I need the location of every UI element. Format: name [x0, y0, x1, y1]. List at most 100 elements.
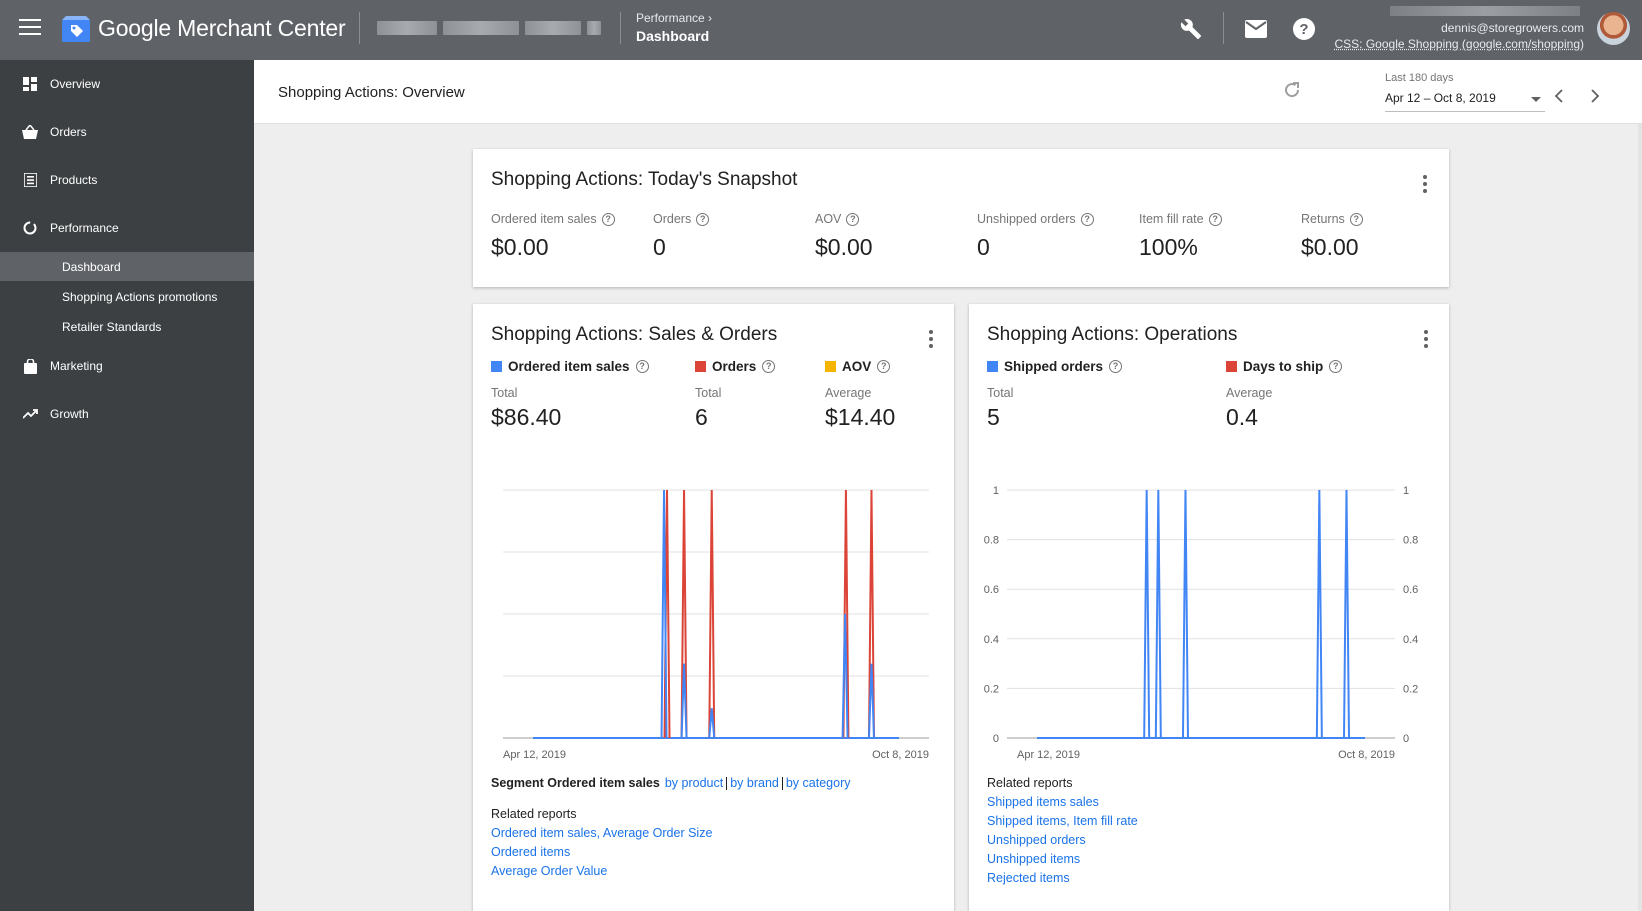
stat-value: 0.4 — [1226, 404, 1258, 430]
x-tick-label: Oct 8, 2019 — [1338, 749, 1395, 761]
sidebar-item-label: Products — [50, 173, 98, 187]
sidebar-item-overview[interactable]: Overview — [0, 64, 254, 104]
x-tick-label: Apr 12, 2019 — [503, 749, 566, 761]
user-email: dennis@storegrowers.com — [1441, 21, 1584, 35]
date-range-value: Apr 12 – Oct 8, 2019 — [1385, 91, 1496, 105]
legend-ordered-item-sales[interactable]: Ordered item sales ? — [491, 359, 649, 374]
sidebar-item-marketing[interactable]: Marketing — [0, 346, 254, 386]
help-icon[interactable]: ? — [601, 212, 615, 226]
date-range-select[interactable]: Apr 12 – Oct 8, 2019 — [1385, 88, 1545, 112]
breadcrumb-parent[interactable]: Performance › — [636, 11, 713, 25]
sales-orders-title: Shopping Actions: Sales & Orders — [491, 324, 778, 345]
previous-period-icon[interactable] — [1550, 86, 1570, 106]
help-icon[interactable]: ? — [1291, 16, 1317, 42]
legend-swatch — [987, 361, 998, 372]
help-icon[interactable]: ? — [1109, 360, 1123, 373]
series-spike-ordered-item-sales — [708, 708, 716, 739]
help-icon[interactable]: ? — [762, 360, 776, 373]
legend-swatch — [695, 361, 706, 372]
y-tick-label-left: 0 — [993, 733, 999, 745]
more-options-icon[interactable] — [1419, 175, 1431, 195]
more-options-icon[interactable] — [1420, 330, 1432, 350]
stat-aov-average: Average $14.40 — [825, 386, 895, 431]
css-link[interactable]: CSS: Google Shopping (google.com/shoppin… — [1334, 37, 1585, 51]
related-report-link[interactable]: Shipped items sales — [987, 795, 1099, 809]
y-tick-label-right: 0 — [1403, 733, 1409, 745]
sidebar-item-performance[interactable]: Performance — [0, 208, 254, 248]
y-tick-label-left: 1 — [993, 485, 999, 497]
sidebar-item-orders[interactable]: Orders — [0, 112, 254, 152]
help-icon[interactable]: ? — [1080, 212, 1094, 226]
sidebar-item-label: Performance — [50, 221, 119, 235]
sidebar-subitem-retailer-standards[interactable]: Retailer Standards — [0, 312, 254, 341]
divider — [359, 12, 360, 44]
sidebar-item-growth[interactable]: Growth — [0, 394, 254, 434]
bag-icon — [22, 358, 38, 374]
segment-by-product-link[interactable]: by product — [664, 776, 724, 790]
related-report-link[interactable]: Shipped items, Item fill rate — [987, 814, 1138, 828]
help-icon[interactable]: ? — [1329, 360, 1343, 373]
metric-aov: AOV? $0.00 — [815, 212, 873, 261]
stat-label: Total — [491, 386, 518, 400]
related-report-link[interactable]: Ordered items — [491, 845, 571, 859]
chevron-down-icon — [1531, 97, 1541, 102]
help-icon[interactable]: ? — [1208, 212, 1222, 226]
segment-row: Segment Ordered item sales by product by… — [491, 776, 850, 790]
metric-label: AOV — [815, 212, 842, 226]
y-tick-label-left: 0.2 — [984, 683, 999, 695]
related-report-link[interactable]: Ordered item sales, Average Order Size — [491, 826, 713, 840]
related-report-link[interactable]: Average Order Value — [491, 864, 608, 878]
series-spike-ordered-item-sales — [680, 663, 688, 739]
menu-icon[interactable] — [19, 19, 41, 37]
legend-swatch — [1226, 361, 1237, 372]
related-report-link[interactable]: Unshipped items — [987, 852, 1081, 866]
y-tick-label-right: 0.2 — [1403, 683, 1418, 695]
segment-by-category-link[interactable]: by category — [785, 776, 851, 790]
snapshot-card: Shopping Actions: Today's Snapshot Order… — [473, 149, 1449, 287]
refresh-icon[interactable] — [1282, 80, 1306, 104]
metric-value: $0.00 — [1301, 234, 1359, 260]
avatar[interactable] — [1597, 12, 1630, 45]
legend-shipped-orders[interactable]: Shipped orders ? — [987, 359, 1123, 374]
legend-swatch — [491, 361, 502, 372]
stat-orders-total: Total 6 — [695, 386, 721, 431]
more-options-icon[interactable] — [925, 330, 937, 350]
legend-label: Shipped orders — [1004, 359, 1104, 374]
stat-value: 6 — [695, 404, 708, 430]
legend-orders[interactable]: Orders ? — [695, 359, 776, 374]
sidebar-item-products[interactable]: Products — [0, 160, 254, 200]
metric-value: 0 — [653, 234, 666, 260]
series-spike-orders — [708, 489, 716, 739]
related-report-link[interactable]: Rejected items — [987, 871, 1070, 885]
segment-by-brand-link[interactable]: by brand — [730, 776, 779, 790]
legend-label: Orders — [712, 359, 757, 374]
legend-days-to-ship[interactable]: Days to ship ? — [1226, 359, 1343, 374]
help-icon[interactable]: ? — [877, 360, 891, 373]
help-icon[interactable]: ? — [1349, 212, 1363, 226]
sidebar-subitem-shopping-actions-promotions[interactable]: Shopping Actions promotions — [0, 282, 254, 311]
legend-label: AOV — [842, 359, 872, 374]
stat-value: $86.40 — [491, 404, 562, 430]
scrollbar[interactable] — [1638, 124, 1642, 911]
next-period-icon[interactable] — [1584, 86, 1604, 106]
wrench-icon[interactable] — [1178, 16, 1204, 42]
sidebar-subitem-dashboard[interactable]: Dashboard — [0, 252, 254, 281]
stat-value: 5 — [987, 404, 1000, 430]
series-spike-ordered-item-sales — [841, 613, 849, 739]
help-icon[interactable]: ? — [635, 360, 649, 373]
user-name-redacted — [1390, 6, 1580, 16]
series-spike-ordered-item-sales — [660, 489, 668, 739]
stat-label: Total — [987, 386, 1014, 400]
legend-aov[interactable]: AOV ? — [825, 359, 891, 374]
help-icon[interactable]: ? — [846, 212, 860, 226]
metric-item-fill-rate: Item fill rate? 100% — [1139, 212, 1222, 261]
legend-swatch — [825, 361, 836, 372]
related-report-link[interactable]: Unshipped orders — [987, 833, 1086, 847]
sidebar-item-label: Marketing — [50, 359, 103, 373]
snapshot-title: Shopping Actions: Today's Snapshot — [491, 169, 798, 190]
help-icon[interactable]: ? — [696, 212, 710, 226]
sales-orders-card: Shopping Actions: Sales & Orders Ordered… — [473, 304, 954, 911]
mail-icon[interactable] — [1243, 16, 1269, 42]
stat-ordered-item-sales-total: Total $86.40 — [491, 386, 561, 431]
y-tick-label-right: 0.4 — [1403, 634, 1418, 646]
